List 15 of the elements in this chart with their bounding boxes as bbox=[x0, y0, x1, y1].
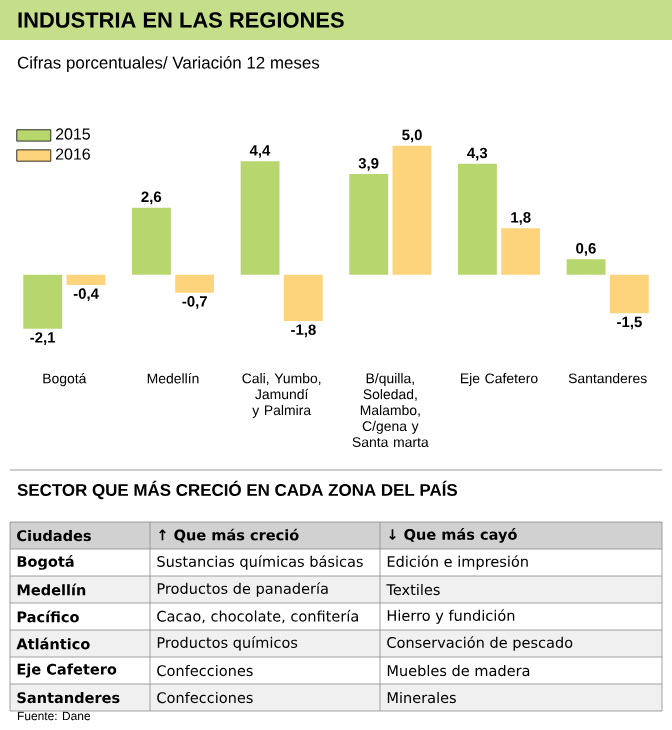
chart-title: INDUSTRIA EN LAS REGIONES bbox=[18, 12, 344, 28]
bar bbox=[609, 274, 649, 314]
bar bbox=[131, 207, 171, 275]
bar bbox=[392, 145, 432, 275]
bar bbox=[66, 274, 106, 285]
bar bbox=[175, 274, 215, 293]
bar bbox=[349, 174, 389, 275]
bar bbox=[240, 161, 280, 275]
text: SECTOR QUE MÁS CRECIÓ EN CADA ZONA DEL PAÍS bbox=[17, 480, 458, 500]
bar bbox=[501, 228, 541, 275]
bar bbox=[566, 259, 606, 275]
bar bbox=[457, 163, 497, 275]
chart-subtitle: Cifras porcentuales/ Variación 12 meses bbox=[17, 56, 320, 72]
bar bbox=[23, 274, 63, 329]
bar bbox=[283, 274, 323, 322]
